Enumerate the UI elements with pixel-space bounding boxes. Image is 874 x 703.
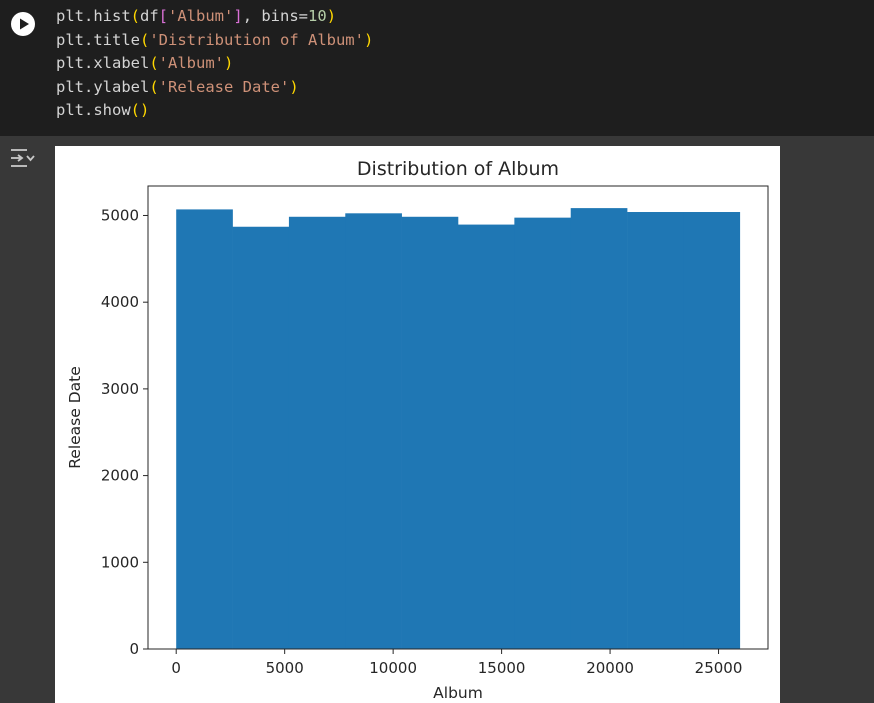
- code-editor[interactable]: plt.hist(df['Album'], bins=10) plt.title(…: [56, 5, 373, 123]
- histogram-bar: [570, 208, 628, 649]
- histogram-bar: [627, 212, 684, 649]
- plot-output: Distribution of Album 0 5000 10000 15000 200…: [55, 146, 780, 703]
- y-axis-ticks: 0 1000 2000 3000 4000 5000: [101, 206, 148, 658]
- y-tick-label: 1000: [101, 553, 139, 571]
- code-token: plt.hist: [56, 7, 131, 25]
- code-token: , bins=: [242, 7, 309, 25]
- code-token: (: [140, 30, 150, 49]
- code-token: 'Album': [158, 54, 224, 73]
- code-token: 'Distribution of Album': [149, 30, 364, 49]
- histogram-bar: [458, 224, 515, 649]
- code-line: plt.ylabel('Release Date'): [56, 76, 373, 100]
- histogram-bar: [232, 226, 290, 649]
- code-token: ): [326, 7, 337, 25]
- code-token: ): [363, 30, 374, 49]
- code-line: plt.xlabel('Album'): [56, 52, 373, 76]
- play-icon: [20, 18, 29, 30]
- y-tick-label: 0: [129, 640, 139, 658]
- y-axis-label: Release Date: [66, 366, 84, 469]
- chart-title: Distribution of Album: [357, 158, 559, 180]
- code-token: plt.show: [56, 101, 131, 120]
- code-token: 10: [308, 7, 327, 25]
- y-tick-label: 4000: [101, 293, 139, 311]
- axes-frame: [147, 185, 769, 650]
- code-line: plt.hist(df['Album'], bins=10): [56, 5, 373, 29]
- code-line: plt.title('Distribution of Album'): [56, 29, 373, 53]
- bars-group: [176, 208, 741, 650]
- x-axis-label: Album: [433, 684, 483, 702]
- output-toggle-button[interactable]: [10, 147, 36, 169]
- code-token: 'Album': [168, 7, 234, 25]
- y-tick-label: 3000: [101, 380, 139, 398]
- code-token: (: [130, 101, 140, 120]
- code-line: plt.show(): [56, 99, 373, 123]
- x-tick-label: 20000: [586, 659, 634, 677]
- histogram-bar: [401, 216, 459, 649]
- histogram-bar: [176, 209, 233, 650]
- histogram-bar: [288, 216, 346, 649]
- code-token: df: [140, 7, 159, 25]
- x-axis-ticks: 0 5000 10000 15000 20000 25000: [171, 649, 742, 677]
- code-token: ): [140, 101, 150, 120]
- x-tick-label: 15000: [478, 659, 526, 677]
- x-tick-label: 0: [171, 659, 181, 677]
- x-tick-label: 5000: [266, 659, 304, 677]
- x-tick-label: 25000: [695, 659, 743, 677]
- histogram-bar: [683, 212, 741, 649]
- code-token: [: [158, 7, 169, 25]
- y-tick-label: 2000: [101, 467, 139, 485]
- code-token: (: [149, 77, 159, 96]
- code-token: plt.title: [56, 30, 140, 49]
- code-token: ]: [233, 7, 243, 25]
- code-token: plt.xlabel: [56, 54, 150, 73]
- x-tick-label: 10000: [369, 659, 417, 677]
- code-token: ): [289, 77, 299, 96]
- code-token: plt.ylabel: [56, 77, 150, 96]
- code-token: (: [149, 54, 159, 73]
- histogram-chart: Distribution of Album 0 5000 10000 15000 200…: [66, 158, 769, 702]
- code-token: 'Release Date': [158, 77, 290, 96]
- output-toggle-icon: [11, 149, 35, 167]
- code-token: (: [130, 7, 140, 25]
- code-token: ): [224, 54, 234, 73]
- run-cell-button[interactable]: [11, 12, 35, 36]
- histogram-bar: [345, 213, 402, 649]
- y-tick-label: 5000: [101, 206, 139, 224]
- code-cell[interactable]: plt.hist(df['Album'], bins=10) plt.title(…: [0, 0, 874, 136]
- histogram-bar: [514, 217, 572, 649]
